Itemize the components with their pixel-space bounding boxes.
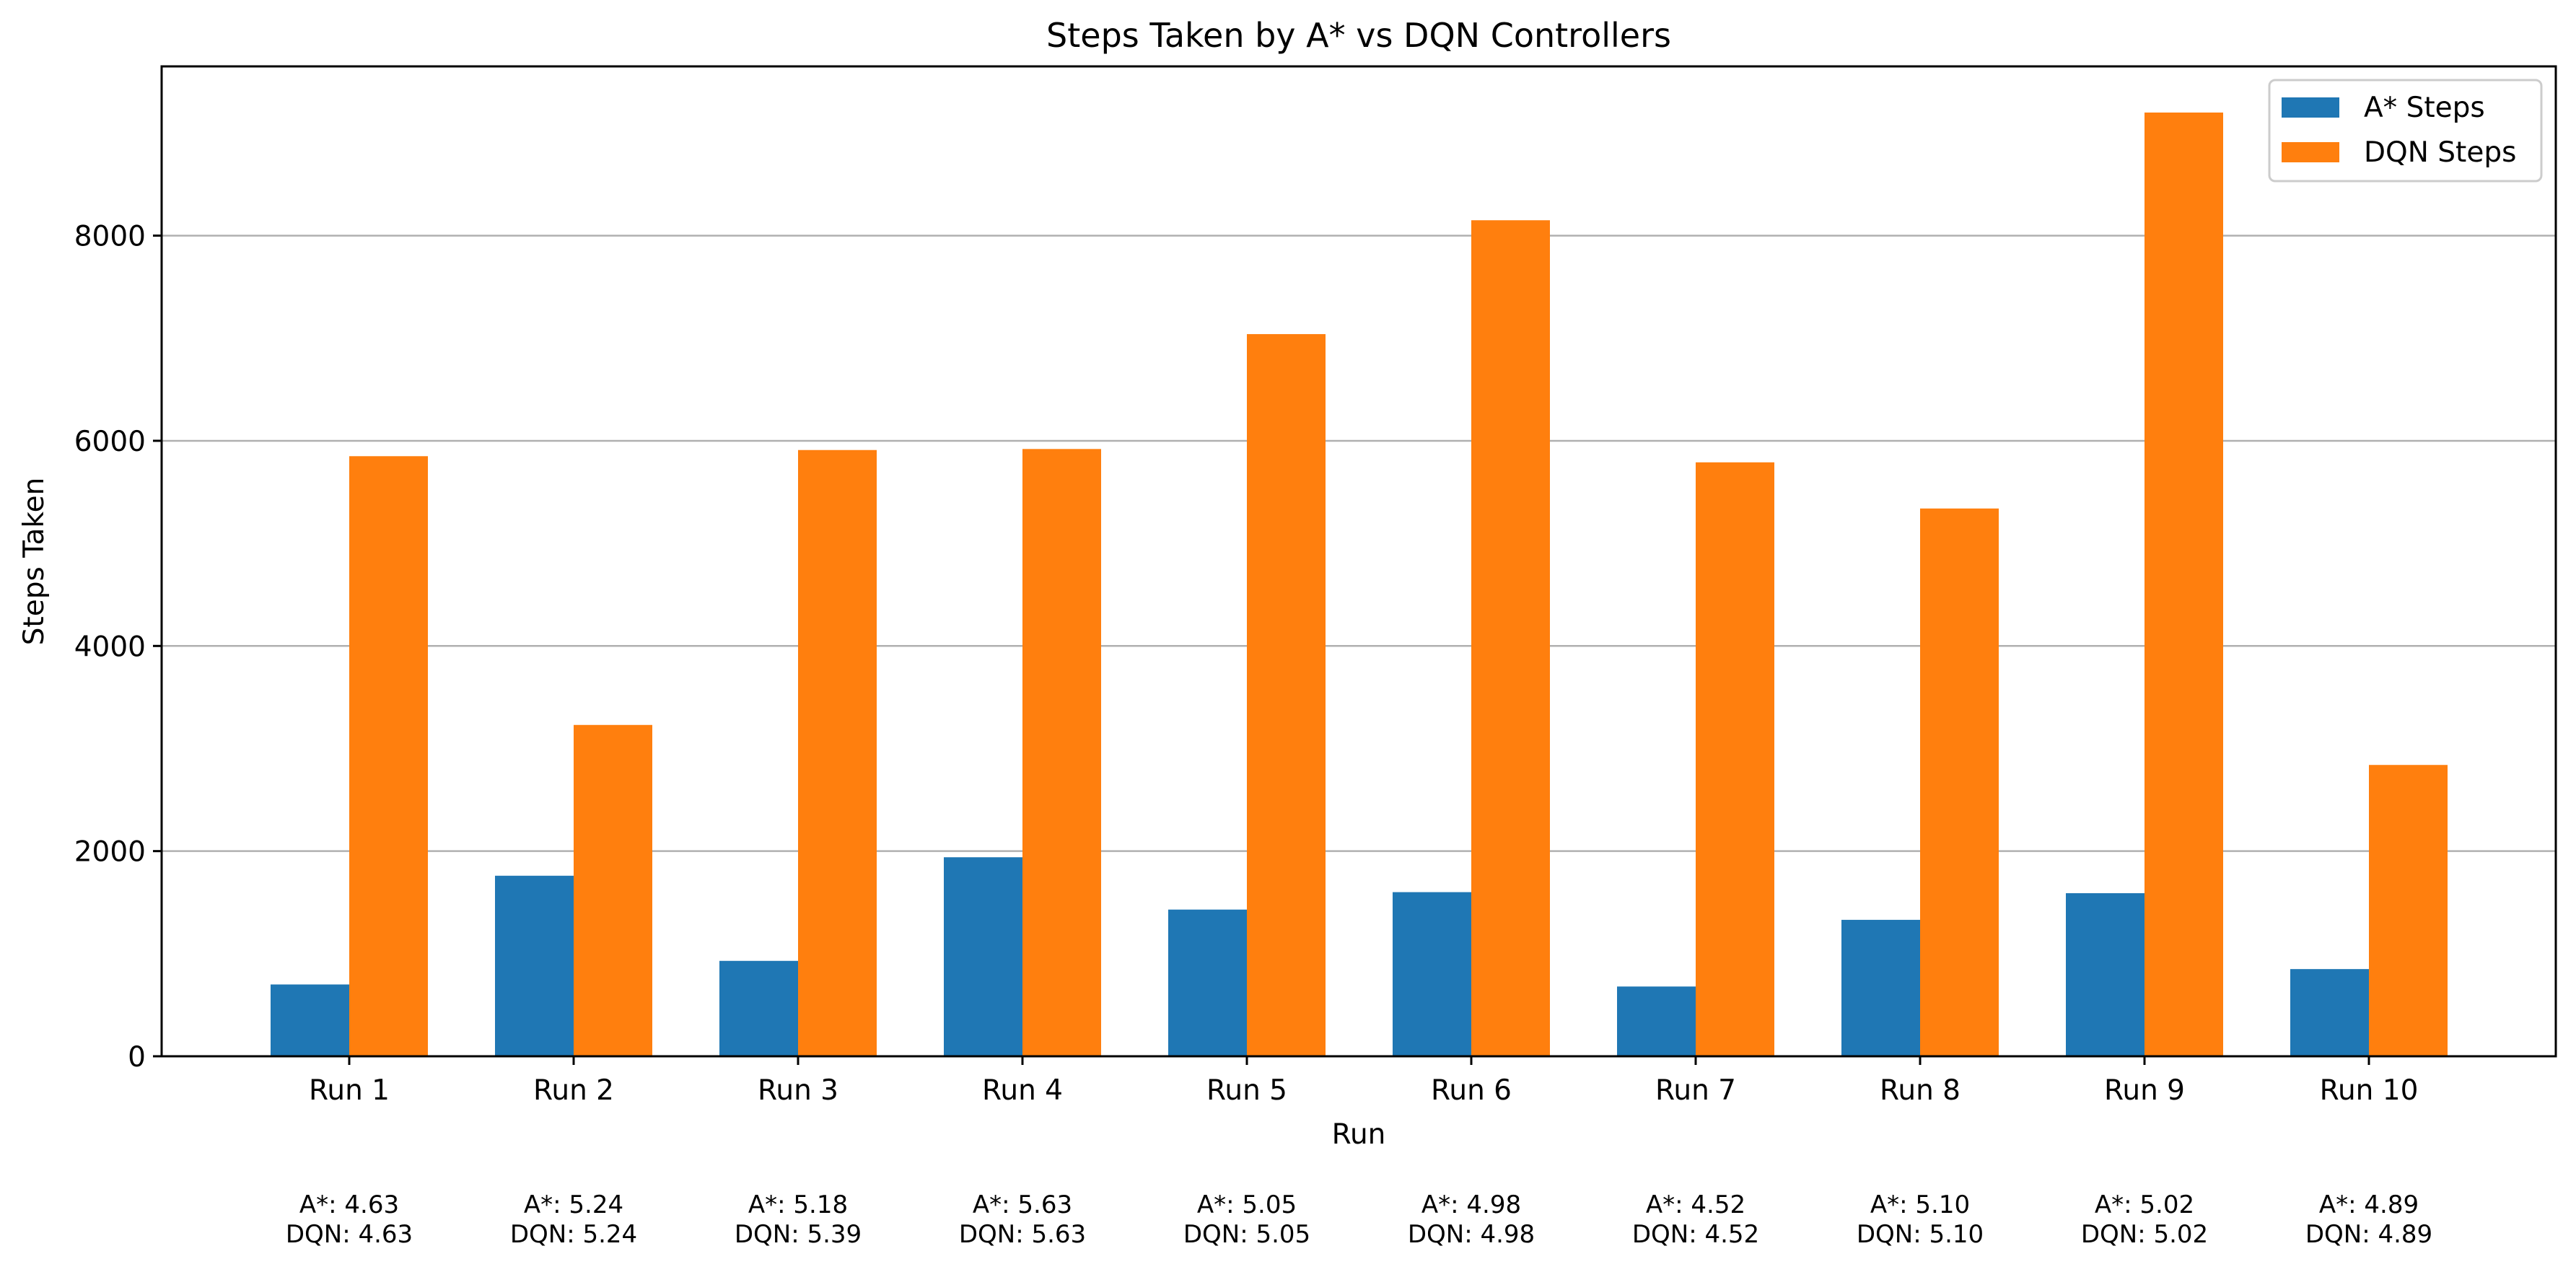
legend-swatch-dqn	[2282, 142, 2339, 162]
y-tick-label-4000: 4000	[74, 631, 146, 663]
bar-dqn-8	[1920, 508, 1999, 1056]
x-axis-ticks: Run 1 Run 2 Run 3 Run 4 Run 5 Run 6 Run 7 Run 8…	[309, 1056, 2418, 1107]
x-tick-label-7: Run 7	[1655, 1074, 1736, 1107]
bar-dqn-3	[798, 449, 877, 1056]
x-tick-label-1: Run 1	[309, 1074, 390, 1107]
annotation-astar-9: A*: 5.02	[2095, 1190, 2194, 1219]
bar-astar-10	[2290, 969, 2369, 1056]
x-tick-label-5: Run 5	[1206, 1074, 1287, 1107]
annotation-dqn-5: DQN: 5.05	[1183, 1220, 1310, 1249]
annotation-dqn-2: DQN: 5.24	[510, 1220, 637, 1249]
y-tick-label-0: 0	[128, 1041, 146, 1074]
annotation-dqn-6: DQN: 4.98	[1408, 1220, 1535, 1249]
bar-dqn-5	[1247, 334, 1326, 1056]
annotation-dqn-4: DQN: 5.63	[959, 1220, 1086, 1249]
annotation-dqn-1: DQN: 4.63	[286, 1220, 413, 1249]
annotation-astar-8: A*: 5.10	[1870, 1190, 1970, 1219]
bar-dqn-4	[1022, 449, 1101, 1056]
annotation-astar-2: A*: 5.24	[524, 1190, 623, 1219]
bar-astar-8	[1841, 919, 1920, 1056]
annotation-astar-4: A*: 5.63	[973, 1190, 1072, 1219]
bar-astar-7	[1617, 986, 1696, 1056]
annotation-dqn-10: DQN: 4.89	[2305, 1220, 2432, 1249]
bar-dqn-6	[1471, 220, 1550, 1056]
bar-dqn-10	[2369, 765, 2448, 1056]
legend-label-dqn: DQN Steps	[2364, 136, 2516, 169]
annotation-astar-3: A*: 5.18	[748, 1190, 848, 1219]
legend-label-astar: A* Steps	[2364, 92, 2485, 124]
bar-dqn-9	[2145, 112, 2223, 1057]
annotation-astar-6: A*: 4.98	[1421, 1190, 1521, 1219]
bar-astar-6	[1393, 892, 1471, 1056]
x-tick-label-2: Run 2	[533, 1074, 614, 1107]
annotation-astar-10: A*: 4.89	[2319, 1190, 2419, 1219]
bars	[271, 112, 2448, 1057]
x-tick-label-4: Run 4	[982, 1074, 1063, 1107]
annotation-dqn-3: DQN: 5.39	[735, 1220, 862, 1249]
bar-astar-4	[944, 857, 1022, 1056]
x-tick-label-6: Run 6	[1431, 1074, 1512, 1107]
annotation-astar-5: A*: 5.05	[1197, 1190, 1297, 1219]
annotation-dqn-9: DQN: 5.02	[2081, 1220, 2208, 1249]
legend: A* Steps DQN Steps	[2268, 79, 2543, 183]
bar-astar-3	[719, 960, 798, 1056]
annotation-dqn-7: DQN: 4.52	[1632, 1220, 1759, 1249]
annotation-dqn-8: DQN: 5.10	[1857, 1220, 1984, 1249]
annotation-astar-1: A*: 4.63	[299, 1190, 399, 1219]
annotation-astar-7: A*: 4.52	[1646, 1190, 1745, 1219]
y-axis-ticks: 0 2000 4000 6000 8000	[74, 221, 162, 1074]
x-axis-label: Run	[1332, 1118, 1386, 1151]
x-tick-label-8: Run 8	[1880, 1074, 1961, 1107]
x-tick-label-10: Run 10	[2320, 1074, 2419, 1107]
x-tick-label-3: Run 3	[758, 1074, 838, 1107]
bar-astar-5	[1168, 909, 1247, 1056]
bar-dqn-7	[1696, 462, 1774, 1056]
legend-swatch-astar	[2282, 97, 2339, 118]
plot-frame	[160, 65, 2557, 1058]
y-tick-label-6000: 6000	[74, 426, 146, 458]
y-tick-label-2000: 2000	[74, 836, 146, 869]
bar-dqn-1	[349, 456, 428, 1056]
bar-astar-1	[271, 984, 349, 1056]
y-axis-label: Steps Taken	[18, 478, 51, 646]
bar-astar-9	[2066, 892, 2145, 1056]
bar-astar-2	[495, 875, 574, 1056]
x-tick-label-9: Run 9	[2104, 1074, 2185, 1107]
bar-dqn-2	[574, 724, 652, 1056]
y-tick-label-8000: 8000	[74, 221, 146, 253]
chart-title: Steps Taken by A* vs DQN Controllers	[1046, 16, 1671, 55]
